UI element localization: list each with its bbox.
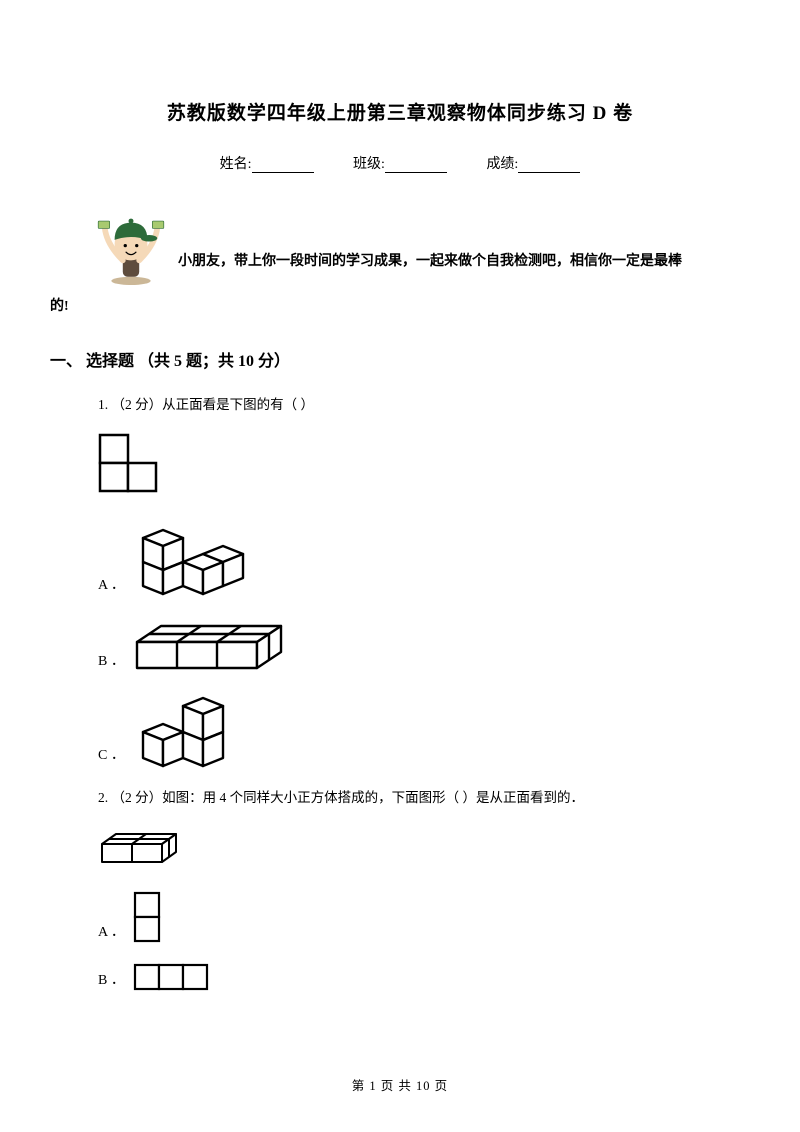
intro-line2: 的!	[50, 293, 710, 321]
section-1-heading: 一、 选择题 （共 5 题；共 10 分）	[50, 347, 710, 371]
q2-option-a: A ．	[98, 891, 710, 945]
q1-text: 1. （2 分）从正面看是下图的有（ ）	[98, 393, 710, 413]
q1-optB-label: B ．	[98, 650, 125, 674]
q2-ref-figure	[98, 826, 710, 871]
q2-optA-label: A ．	[98, 921, 125, 945]
intro-line1: 小朋友，带上你一段时间的学习成果，一起来做个自我检测吧，相信你一定是最棒	[178, 245, 682, 285]
q2-text: 2. （2 分）如图：用 4 个同样大小正方体搭成的，下面图形（ ）是从正面看到…	[98, 786, 710, 806]
name-blank	[252, 159, 314, 173]
score-label: 成绩:	[486, 157, 518, 172]
page-footer: 第 1 页 共 10 页	[0, 1075, 800, 1094]
class-blank	[385, 159, 447, 173]
mascot-icon	[90, 203, 172, 285]
page-title: 苏教版数学四年级上册第三章观察物体同步练习 D 卷	[90, 98, 710, 125]
q1-option-c: C ．	[98, 692, 710, 768]
q1-ref-figure	[98, 433, 710, 500]
q1-optA-figure	[133, 520, 263, 598]
q1-optB-figure	[133, 616, 293, 674]
class-label: 班级:	[353, 157, 385, 172]
q2-optB-figure	[133, 963, 211, 993]
score-blank	[518, 159, 580, 173]
name-label: 姓名:	[220, 157, 252, 172]
q1-optA-label: A ．	[98, 574, 125, 598]
q1-option-a: A ．	[98, 520, 710, 598]
q1-optC-label: C ．	[98, 744, 125, 768]
q1-optC-figure	[133, 692, 251, 768]
q2-option-b: B ．	[98, 963, 710, 993]
student-info-line: 姓名: 班级: 成绩:	[90, 153, 710, 173]
q1-option-b: B ．	[98, 616, 710, 674]
q2-optA-figure	[133, 891, 163, 945]
q2-optB-label: B ．	[98, 969, 125, 993]
